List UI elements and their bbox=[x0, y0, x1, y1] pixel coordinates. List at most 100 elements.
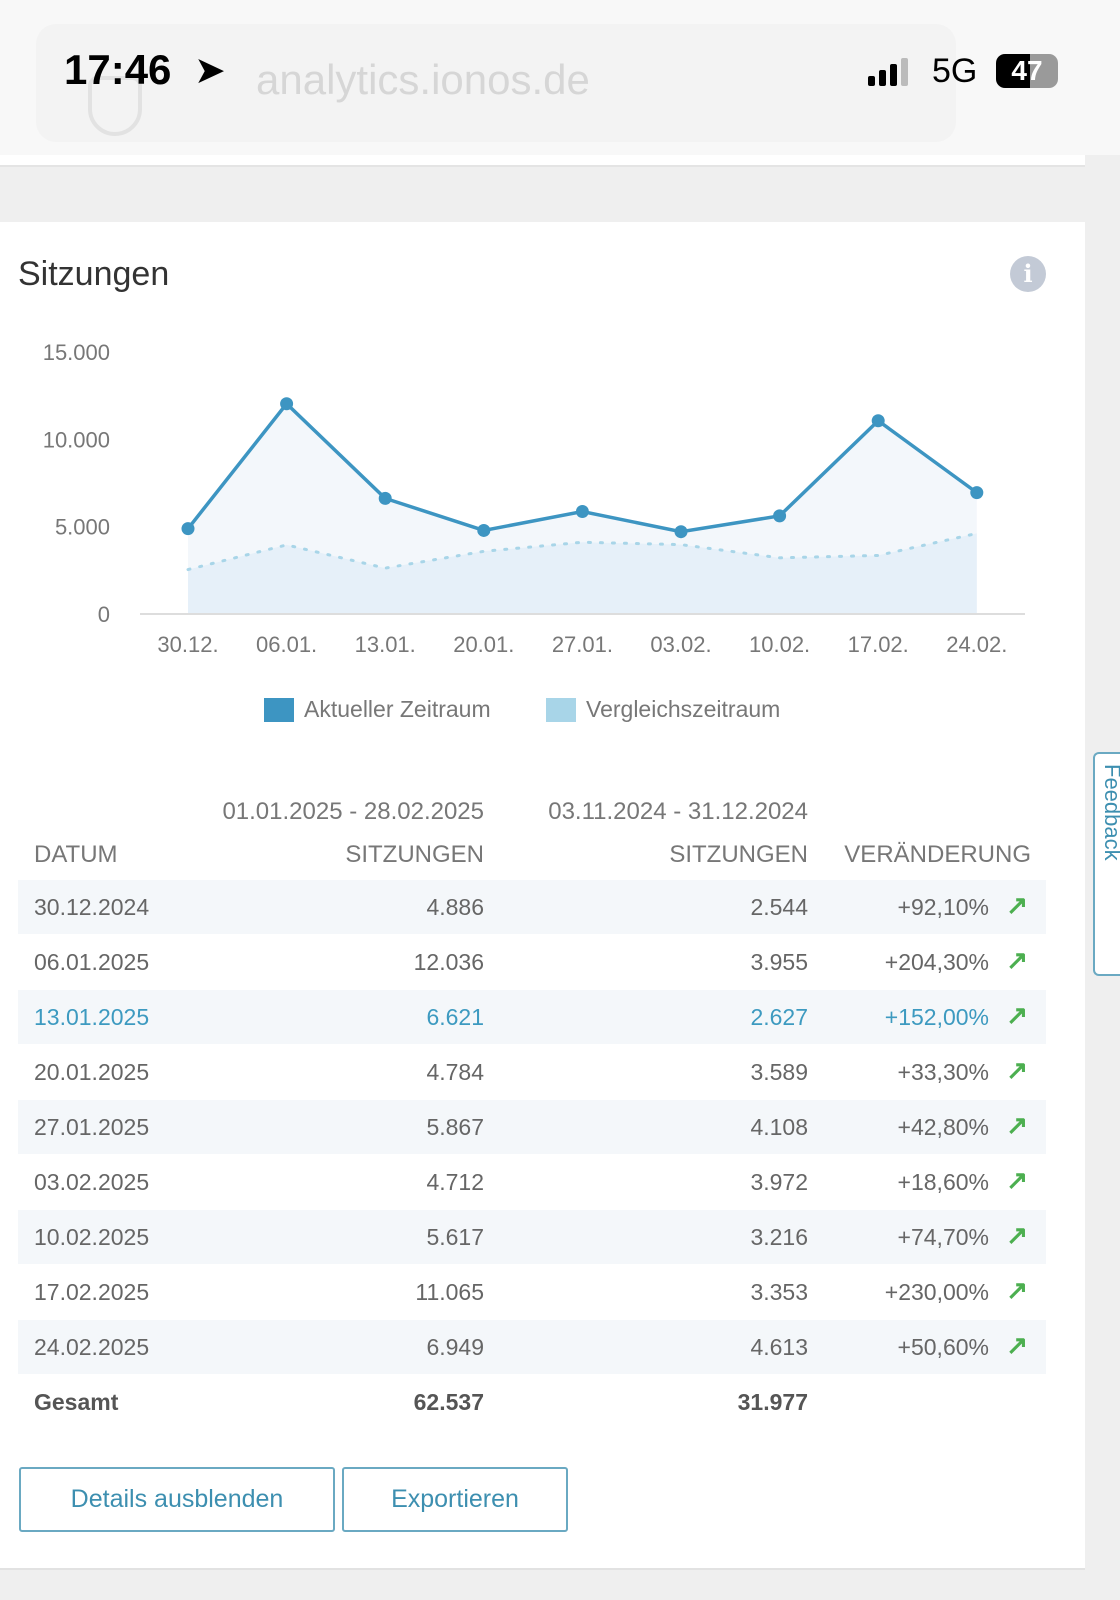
table-row[interactable]: 24.02.2025 6.949 4.613 +50,60% ↗ bbox=[18, 1320, 1046, 1374]
arrow-up-right-icon: ↗ bbox=[1006, 1275, 1028, 1305]
cell-sessions-compare: 2.627 bbox=[750, 1004, 808, 1030]
table-row[interactable]: 06.01.2025 12.036 3.955 +204,30% ↗ bbox=[18, 935, 1046, 989]
table-row[interactable]: 10.02.2025 5.617 3.216 +74,70% ↗ bbox=[18, 1210, 1046, 1264]
feedback-label: Feedback bbox=[1100, 764, 1120, 861]
sessions-chart: 0 5.000 10.000 15.000 30.12. 06.01. 13.01. 20.0… bbox=[43, 340, 1025, 657]
data-point bbox=[181, 522, 195, 536]
cell-sessions-current: 12.036 bbox=[413, 949, 484, 975]
arrow-up-right-icon: ↗ bbox=[1006, 1110, 1028, 1140]
header-sessions-current[interactable]: SITZUNGEN bbox=[345, 841, 484, 868]
cell-change: +50,60% bbox=[897, 1334, 989, 1360]
table-row[interactable]: 17.02.2025 11.065 3.353 +230,00% ↗ bbox=[18, 1265, 1046, 1319]
y-tick-label: 10.000 bbox=[43, 427, 110, 452]
cell-change: +92,10% bbox=[897, 894, 989, 920]
table-row[interactable]: 13.01.2025 6.621 2.627 +152,00% ↗ bbox=[18, 990, 1046, 1044]
data-point bbox=[378, 491, 392, 505]
info-icon[interactable]: i bbox=[1010, 256, 1046, 292]
compare-area bbox=[188, 533, 977, 614]
cell-sessions-compare: 4.108 bbox=[750, 1114, 808, 1140]
cell-sessions-current: 4.784 bbox=[426, 1059, 484, 1085]
total-compare: 31.977 bbox=[737, 1389, 808, 1415]
card-title: Sitzungen bbox=[18, 255, 170, 293]
battery-icon: 47 bbox=[996, 54, 1058, 88]
cell-change: +42,80% bbox=[897, 1114, 989, 1140]
cell-sessions-compare: 4.613 bbox=[750, 1334, 808, 1360]
cell-sessions-current: 5.617 bbox=[426, 1224, 484, 1250]
cell-sessions-current: 4.886 bbox=[426, 894, 484, 920]
x-tick-label: 10.02. bbox=[749, 632, 810, 657]
address-bar[interactable] bbox=[36, 24, 956, 142]
cell-sessions-compare: 3.955 bbox=[750, 949, 808, 975]
compare-line bbox=[186, 531, 979, 572]
x-tick-label: 03.02. bbox=[650, 632, 711, 657]
cell-change: +74,70% bbox=[897, 1224, 989, 1250]
cell-sessions-current: 5.867 bbox=[426, 1114, 484, 1140]
legend-label: Vergleichszeitraum bbox=[586, 696, 781, 722]
total-row: Gesamt 62.537 31.977 bbox=[18, 1375, 1046, 1429]
arrow-up-right-icon: ↗ bbox=[1006, 1330, 1028, 1360]
previous-card-edge bbox=[0, 155, 1085, 167]
browser-bar: analytics.ionos.de 17:46 ➤ 5G 47 bbox=[0, 0, 1120, 155]
data-point bbox=[773, 509, 787, 523]
data-point bbox=[970, 486, 984, 500]
arrow-up-right-icon: ↗ bbox=[1006, 1220, 1028, 1250]
table-row[interactable]: 27.01.2025 5.867 4.108 +42,80% ↗ bbox=[18, 1100, 1046, 1154]
shield-icon bbox=[88, 76, 142, 136]
status-time: 17:46 bbox=[64, 46, 172, 93]
legend-compare[interactable]: Vergleichszeitraum bbox=[546, 696, 780, 723]
cell-sessions-compare: 3.353 bbox=[750, 1279, 808, 1305]
arrow-up-right-icon: ↗ bbox=[1006, 1165, 1028, 1195]
y-tick-label: 15.000 bbox=[43, 340, 110, 365]
data-point bbox=[477, 523, 491, 537]
x-tick-label: 20.01. bbox=[453, 632, 514, 657]
cell-sessions-current: 6.621 bbox=[426, 1004, 484, 1030]
data-point bbox=[871, 414, 885, 428]
cell-date: 27.01.2025 bbox=[34, 1114, 150, 1140]
x-tick-label: 24.02. bbox=[946, 632, 1007, 657]
feedback-tab[interactable]: Feedback bbox=[1093, 752, 1120, 976]
network-type: 5G bbox=[932, 52, 978, 90]
data-point bbox=[674, 525, 688, 539]
cell-change: +230,00% bbox=[884, 1279, 989, 1305]
legend-label: Aktueller Zeitraum bbox=[304, 696, 491, 722]
cell-sessions-compare: 3.216 bbox=[750, 1224, 808, 1250]
arrow-up-right-icon: ↗ bbox=[1006, 1055, 1028, 1085]
cell-date: 03.02.2025 bbox=[34, 1169, 150, 1195]
table-row[interactable]: 03.02.2025 4.712 3.972 +18,60% ↗ bbox=[18, 1155, 1046, 1209]
data-point bbox=[280, 397, 294, 411]
y-tick-label: 0 bbox=[98, 602, 110, 627]
legend-swatch-compare bbox=[546, 697, 576, 722]
legend-current[interactable]: Aktueller Zeitraum bbox=[264, 696, 491, 723]
table-row[interactable]: 30.12.2024 4.886 2.544 +92,10% ↗ bbox=[18, 880, 1046, 934]
export-button[interactable]: Exportieren bbox=[342, 1467, 568, 1532]
arrow-up-right-icon: ↗ bbox=[1006, 1000, 1028, 1030]
header-sessions-compare[interactable]: SITZUNGEN bbox=[669, 841, 808, 868]
x-tick-label: 06.01. bbox=[256, 632, 317, 657]
range-current: 01.01.2025 - 28.02.2025 bbox=[222, 798, 484, 825]
signal-icon bbox=[868, 58, 908, 86]
cell-date: 10.02.2025 bbox=[34, 1224, 150, 1250]
cell-date: 17.02.2025 bbox=[34, 1279, 150, 1305]
cell-date: 13.01.2025 bbox=[34, 1004, 150, 1030]
cell-sessions-compare: 3.589 bbox=[750, 1059, 808, 1085]
table-row[interactable]: 20.01.2025 4.784 3.589 +33,30% ↗ bbox=[18, 1045, 1046, 1099]
total-current: 62.537 bbox=[413, 1389, 484, 1415]
url-text[interactable]: analytics.ionos.de bbox=[256, 56, 590, 103]
x-tick-label: 30.12. bbox=[157, 632, 218, 657]
cell-change: +152,00% bbox=[884, 1004, 989, 1030]
cell-date: 30.12.2024 bbox=[34, 894, 150, 920]
arrow-up-right-icon: ↗ bbox=[1006, 890, 1028, 920]
header-date[interactable]: DATUM bbox=[34, 841, 118, 868]
cell-change: +18,60% bbox=[897, 1169, 989, 1195]
cell-sessions-compare: 2.544 bbox=[750, 894, 808, 920]
range-compare: 03.11.2024 - 31.12.2024 bbox=[548, 798, 808, 825]
cell-date: 20.01.2025 bbox=[34, 1059, 150, 1085]
cell-sessions-compare: 3.972 bbox=[750, 1169, 808, 1195]
data-point bbox=[575, 505, 589, 519]
header-change[interactable]: VERÄNDERUNG bbox=[844, 841, 1031, 868]
hide-details-button[interactable]: Details ausblenden bbox=[19, 1467, 335, 1532]
x-tick-label: 27.01. bbox=[552, 632, 613, 657]
cell-sessions-current: 6.949 bbox=[426, 1334, 484, 1360]
arrow-up-right-icon: ↗ bbox=[1006, 945, 1028, 975]
location-arrow-icon: ➤ bbox=[194, 50, 226, 92]
